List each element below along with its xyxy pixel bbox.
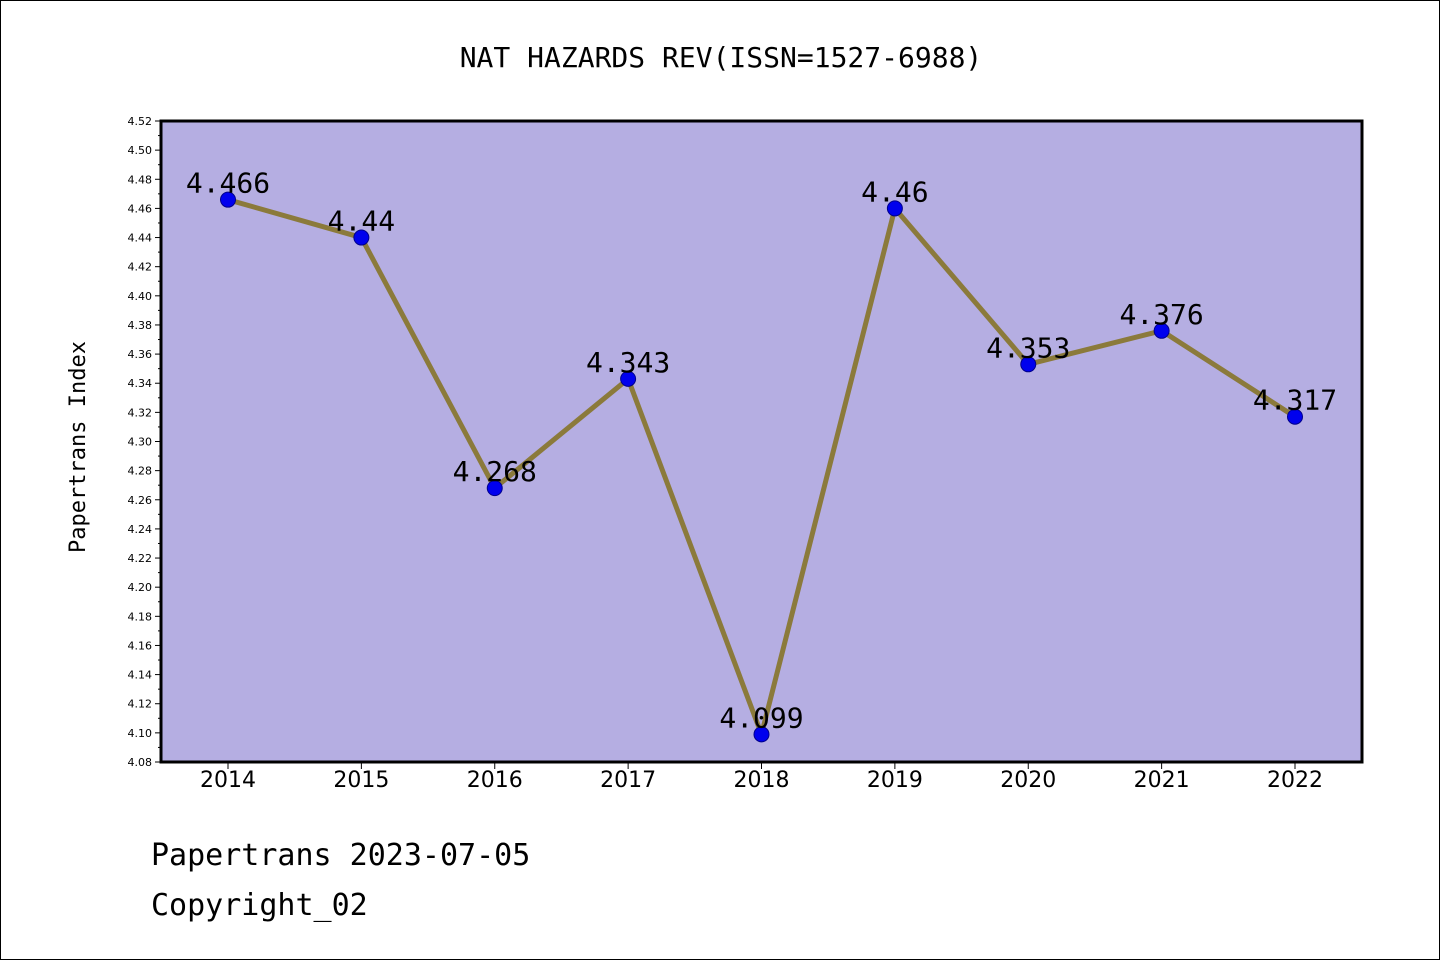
data-point xyxy=(1287,408,1303,425)
plot-border xyxy=(159,119,1364,764)
y-tick-label: 4.18 xyxy=(128,610,153,623)
y-tick-label: 4.20 xyxy=(128,581,153,594)
data-label: 4.46 xyxy=(861,175,928,208)
x-tick-label: 2019 xyxy=(867,768,923,793)
data-point xyxy=(620,370,637,387)
y-tick-label: 4.36 xyxy=(128,348,153,361)
y-tick-label: 4.12 xyxy=(128,698,153,711)
y-tick-label: 4.40 xyxy=(128,290,153,303)
data-label: 4.466 xyxy=(186,167,270,200)
x-tick-label: 2020 xyxy=(1000,768,1056,793)
y-tick-label: 4.44 xyxy=(128,232,153,245)
chart-title: NAT HAZARDS REV(ISSN=1527-6988) xyxy=(460,41,983,74)
data-point xyxy=(220,191,236,208)
y-tick-label: 4.16 xyxy=(128,639,153,652)
y-tick-label: 4.10 xyxy=(128,727,153,740)
data-point xyxy=(486,480,503,497)
footer-copyright: Copyright_02 xyxy=(151,888,368,923)
x-tick-label: 2015 xyxy=(333,768,389,793)
x-tick-label: 2018 xyxy=(734,768,790,793)
data-points xyxy=(220,191,1303,743)
y-tick-label: 4.24 xyxy=(128,523,153,536)
y-tick-label: 4.48 xyxy=(128,173,153,186)
x-tick-label: 2021 xyxy=(1134,768,1190,793)
data-label: 4.268 xyxy=(453,455,537,488)
y-tick-label: 4.32 xyxy=(128,406,153,419)
y-tick-label: 4.30 xyxy=(128,436,153,449)
data-point xyxy=(886,200,903,217)
y-tick-label: 4.14 xyxy=(128,669,153,682)
y-tick-label: 4.52 xyxy=(128,115,153,128)
data-label: 4.376 xyxy=(1119,298,1203,331)
data-labels: 4.466 4.44 4.268 4.343 4.099 4.46 4.353 4.376 4.… xyxy=(186,167,1337,735)
x-tick-label: 2017 xyxy=(600,768,656,793)
y-axis: 4.08 4.10 4.12 4.14 4.16 4.18 4.20 4.22 4.24 4.26… xyxy=(128,115,161,769)
y-tick-label: 4.42 xyxy=(128,261,153,274)
data-point xyxy=(753,726,770,743)
data-label: 4.317 xyxy=(1253,384,1337,417)
y-tick-label: 4.38 xyxy=(128,319,153,332)
data-label: 4.343 xyxy=(586,346,670,379)
y-tick-label: 4.50 xyxy=(128,144,153,157)
footer-date: Papertrans 2023-07-05 xyxy=(151,838,530,873)
y-tick-label: 4.26 xyxy=(128,494,153,507)
data-point xyxy=(1020,356,1037,373)
y-tick-label: 4.22 xyxy=(128,552,153,565)
data-point xyxy=(353,229,370,246)
y-tick-label: 4.46 xyxy=(128,202,153,215)
x-tick-label: 2014 xyxy=(200,768,256,793)
data-label: 4.44 xyxy=(328,205,395,238)
x-axis: 2014 2015 2016 2017 2018 2019 2020 2021 2022 xyxy=(200,762,1323,793)
x-tick-label: 2022 xyxy=(1267,768,1323,793)
y-axis-label: Papertrans Index xyxy=(66,341,91,553)
y-tick-label: 4.28 xyxy=(128,465,153,478)
x-tick-label: 2016 xyxy=(467,768,523,793)
data-label: 4.099 xyxy=(719,701,803,734)
y-tick-label: 4.08 xyxy=(128,756,153,769)
y-tick-label: 4.34 xyxy=(128,377,153,390)
plot-area xyxy=(161,121,1362,762)
data-label: 4.353 xyxy=(986,331,1070,364)
data-point xyxy=(1153,322,1170,339)
